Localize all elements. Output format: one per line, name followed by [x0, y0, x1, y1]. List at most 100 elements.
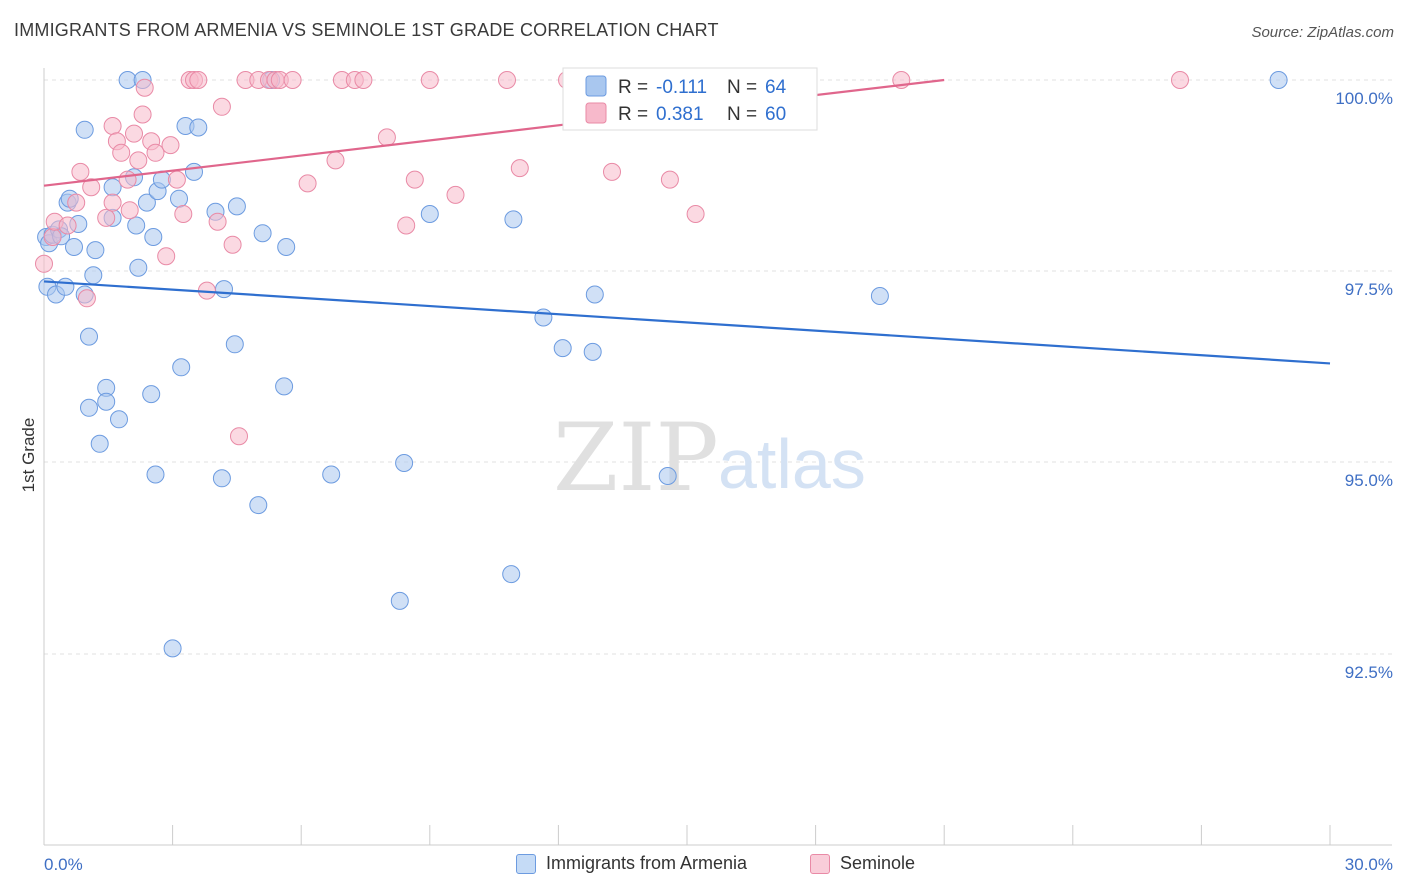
legend-swatch-armenia — [516, 853, 536, 874]
point-armenia-40 — [189, 118, 208, 137]
point-seminole-40 — [326, 151, 345, 170]
point-armenia-23 — [110, 410, 128, 429]
stats-legend-swatch-1 — [585, 102, 607, 124]
point-armenia-14 — [80, 327, 98, 346]
y-tick-label-2: 95.0% — [1345, 471, 1393, 490]
point-armenia-24 — [118, 71, 137, 89]
point-seminole-15 — [125, 124, 143, 143]
point-seminole-50 — [510, 159, 529, 178]
x-tick-label-start: 0.0% — [44, 855, 83, 874]
point-armenia-63 — [1269, 71, 1288, 89]
point-armenia-45 — [227, 197, 246, 216]
point-armenia-56 — [504, 210, 523, 229]
point-armenia-32 — [146, 465, 165, 484]
point-armenia-61 — [658, 467, 677, 485]
point-armenia-50 — [277, 238, 296, 256]
point-armenia-16 — [84, 266, 103, 285]
source-label: Source: ZipAtlas.com — [1251, 24, 1394, 41]
point-seminole-30 — [212, 97, 231, 116]
point-seminole-21 — [157, 247, 176, 266]
point-seminole-46 — [405, 170, 424, 189]
point-armenia-60 — [583, 342, 602, 361]
point-seminole-14 — [120, 201, 139, 220]
point-armenia-53 — [395, 454, 414, 472]
legend-item-armenia[interactable]: Immigrants from Armenia — [516, 853, 747, 874]
watermark-zip: ZIP — [553, 404, 719, 513]
point-armenia-36 — [170, 189, 188, 208]
point-seminole-32 — [230, 427, 248, 446]
stats-legend-r-label-1: R = — [618, 104, 648, 125]
point-seminole-29 — [208, 212, 227, 231]
y-tick-label-0: 100.0% — [1335, 89, 1393, 108]
point-seminole-38 — [283, 71, 302, 89]
point-armenia-7 — [56, 277, 75, 296]
point-seminole-1 — [43, 228, 62, 246]
y-tick-label-3: 92.5% — [1345, 663, 1393, 682]
point-seminole-17 — [133, 105, 152, 124]
point-armenia-27 — [129, 258, 148, 277]
stats-legend-r-value-0: -0.111 — [656, 77, 707, 98]
point-armenia-13 — [75, 120, 94, 139]
point-seminole-5 — [71, 162, 90, 181]
stats-legend-n-value-1: 60 — [765, 104, 786, 125]
bottom-legend: Immigrants from Armenia Seminole — [0, 848, 1406, 882]
point-seminole-59 — [1171, 71, 1189, 89]
point-seminole-4 — [67, 193, 86, 212]
stats-legend-r-value-1: 0.381 — [656, 104, 704, 125]
point-seminole-24 — [174, 205, 193, 223]
point-armenia-52 — [390, 591, 409, 610]
point-seminole-18 — [135, 78, 154, 97]
point-seminole-13 — [118, 170, 137, 189]
point-armenia-18 — [90, 434, 109, 453]
stats-legend: R = -0.111 N = 64 R = 0.381 N = 60 — [562, 67, 818, 131]
point-armenia-43 — [215, 280, 233, 299]
point-seminole-39 — [298, 174, 317, 193]
point-seminole-10 — [103, 117, 122, 135]
point-seminole-7 — [82, 178, 101, 197]
legend-item-seminole[interactable]: Seminole — [810, 853, 915, 874]
point-seminole-6 — [77, 289, 96, 308]
point-armenia-21 — [103, 178, 122, 197]
point-armenia-35 — [163, 639, 182, 658]
point-seminole-23 — [167, 170, 186, 189]
y-tick-label-1: 97.5% — [1345, 280, 1393, 299]
point-seminole-53 — [660, 170, 679, 189]
point-seminole-49 — [498, 71, 516, 89]
point-seminole-44 — [377, 128, 396, 147]
point-seminole-43 — [354, 71, 373, 89]
point-armenia-62 — [870, 287, 889, 305]
point-armenia-17 — [86, 241, 105, 260]
point-armenia-46 — [249, 496, 268, 515]
point-armenia-10 — [65, 238, 83, 256]
point-armenia-54 — [420, 205, 439, 223]
point-armenia-15 — [80, 398, 98, 417]
stats-legend-r-label-0: R = — [618, 77, 648, 98]
chart-title: IMMIGRANTS FROM ARMENIA VS SEMINOLE 1ST … — [14, 20, 719, 40]
point-seminole-8 — [97, 208, 116, 227]
point-seminole-9 — [103, 193, 122, 212]
point-armenia-37 — [172, 358, 191, 377]
point-seminole-27 — [189, 71, 208, 89]
y-axis-label: 1st Grade — [19, 418, 38, 493]
stats-legend-n-label-1: N = — [727, 104, 757, 125]
point-seminole-31 — [223, 235, 242, 254]
point-seminole-54 — [686, 205, 705, 223]
scatter-points — [35, 71, 1288, 658]
tick-labels: 100.0% 97.5% 95.0% 92.5% 0.0% 30.0% 1st Grade — [19, 89, 1393, 874]
point-armenia-55 — [502, 565, 521, 584]
stats-legend-n-value-0: 64 — [765, 77, 787, 98]
axes — [43, 68, 1392, 846]
point-armenia-44 — [225, 335, 244, 354]
stats-legend-swatch-0 — [585, 75, 607, 97]
point-armenia-31 — [144, 228, 163, 246]
watermark: ZIP atlas — [553, 404, 866, 513]
point-armenia-20 — [97, 392, 116, 411]
point-seminole-22 — [161, 136, 180, 155]
point-armenia-59 — [585, 285, 604, 304]
stats-legend-n-label-0: N = — [727, 77, 757, 98]
point-armenia-58 — [553, 339, 572, 358]
point-seminole-12 — [112, 143, 131, 162]
point-seminole-0 — [35, 254, 53, 273]
x-tick-label-end: 30.0% — [1345, 855, 1393, 874]
